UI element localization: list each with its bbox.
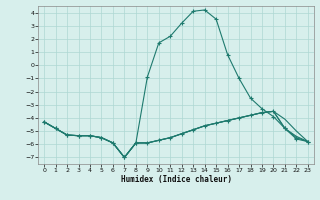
X-axis label: Humidex (Indice chaleur): Humidex (Indice chaleur) [121,175,231,184]
